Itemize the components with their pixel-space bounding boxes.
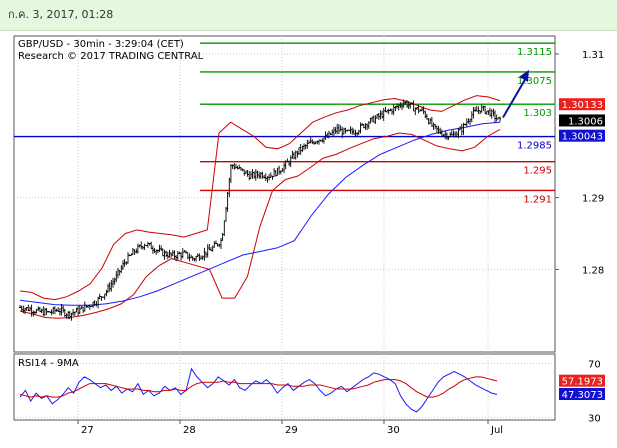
- price-chart-subtitle: Research © 2017 TRADING CENTRAL: [18, 51, 204, 62]
- rsi-ma-line: [19, 376, 498, 398]
- level-label: 1.295: [523, 166, 552, 177]
- moving-average: [19, 121, 501, 306]
- rsi-line: [19, 367, 498, 413]
- x-tick-label: 28: [183, 425, 196, 436]
- x-tick-label: 27: [81, 425, 94, 436]
- price-tag-ma: 1.30043: [562, 132, 603, 143]
- rsi-panel-frame: [13, 353, 556, 421]
- price-tag-ma-box: [559, 129, 605, 142]
- x-tick-label: 29: [285, 425, 298, 436]
- level-label: 1.3075: [517, 76, 552, 87]
- forecast-arrow: [502, 77, 527, 118]
- price-chart-title: GBP/USD - 30min - 3:29:04 (CET): [18, 39, 184, 50]
- price-tag-last-box: [559, 114, 605, 127]
- rsi-tag-value-box: [559, 387, 605, 400]
- price-tag-last: 1.3006: [568, 116, 603, 127]
- rsi-tag-ma: 57.1973: [562, 377, 603, 388]
- y-tick-label: 1.29: [582, 194, 604, 205]
- header-bar: ก.ค. 3, 2017, 01:28: [0, 0, 617, 31]
- x-tick-label: Jul: [490, 425, 503, 436]
- rsi-tag-value: 47.3073: [562, 390, 603, 401]
- level-label: 1.3115: [517, 47, 552, 58]
- price-tag-upper-box: [559, 98, 605, 111]
- header-datetime: ก.ค. 3, 2017, 01:28: [8, 8, 114, 21]
- rsi-tick-label: 30: [588, 413, 601, 424]
- level-label: 1.291: [523, 194, 552, 205]
- price-panel-frame: [13, 35, 556, 353]
- level-label: 1.2985: [517, 141, 552, 152]
- bollinger-upper: [19, 95, 501, 301]
- y-tick-label: 1.31: [582, 50, 604, 61]
- rsi-tick-label: 70: [588, 359, 601, 370]
- x-tick-label: 30: [387, 425, 400, 436]
- y-tick-label: 1.28: [582, 265, 604, 276]
- rsi-chart-title: RSI14 - 9MA: [18, 358, 79, 369]
- forecast-arrow-head: [519, 69, 529, 82]
- level-label: 1.303: [523, 108, 552, 119]
- price-tag-upper: 1.30133: [562, 100, 603, 111]
- rsi-tag-ma-box: [559, 374, 605, 387]
